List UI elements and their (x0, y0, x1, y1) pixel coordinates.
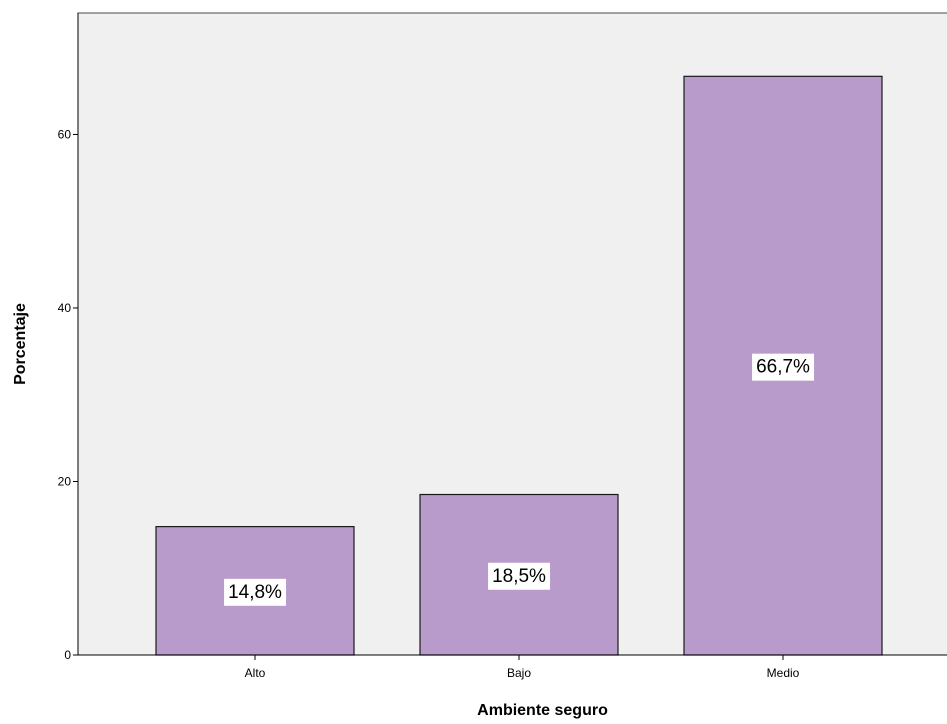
y-tick-label: 60 (58, 127, 72, 141)
data-label-text: 18,5% (492, 566, 546, 587)
y-axis-title: Porcentaje (12, 303, 29, 385)
x-tick-label: Bajo (507, 666, 531, 680)
data-label-box (488, 562, 551, 590)
data-label-alto: 14,8% (224, 578, 287, 606)
data-label-medio: 66,7% (752, 353, 815, 381)
y-axis: 0 20 40 60 (58, 13, 79, 662)
data-label-text: 66,7% (756, 357, 810, 378)
y-tick-label: 20 (58, 474, 72, 488)
data-label-text: 14,8% (228, 582, 282, 603)
data-label-box (752, 353, 815, 381)
data-label-box (224, 578, 287, 606)
x-tick-label: Alto (245, 666, 266, 680)
data-labels-layer: 14,8% 18,5% 66,7% (224, 353, 815, 606)
x-tick-label: Medio (767, 666, 800, 680)
data-label-bajo: 18,5% (488, 562, 551, 590)
x-axis: Alto Bajo Medio (78, 654, 947, 680)
x-axis-title: Ambiente seguro (477, 702, 608, 719)
y-tick-label: 0 (64, 648, 71, 662)
y-tick-label: 40 (58, 301, 72, 315)
